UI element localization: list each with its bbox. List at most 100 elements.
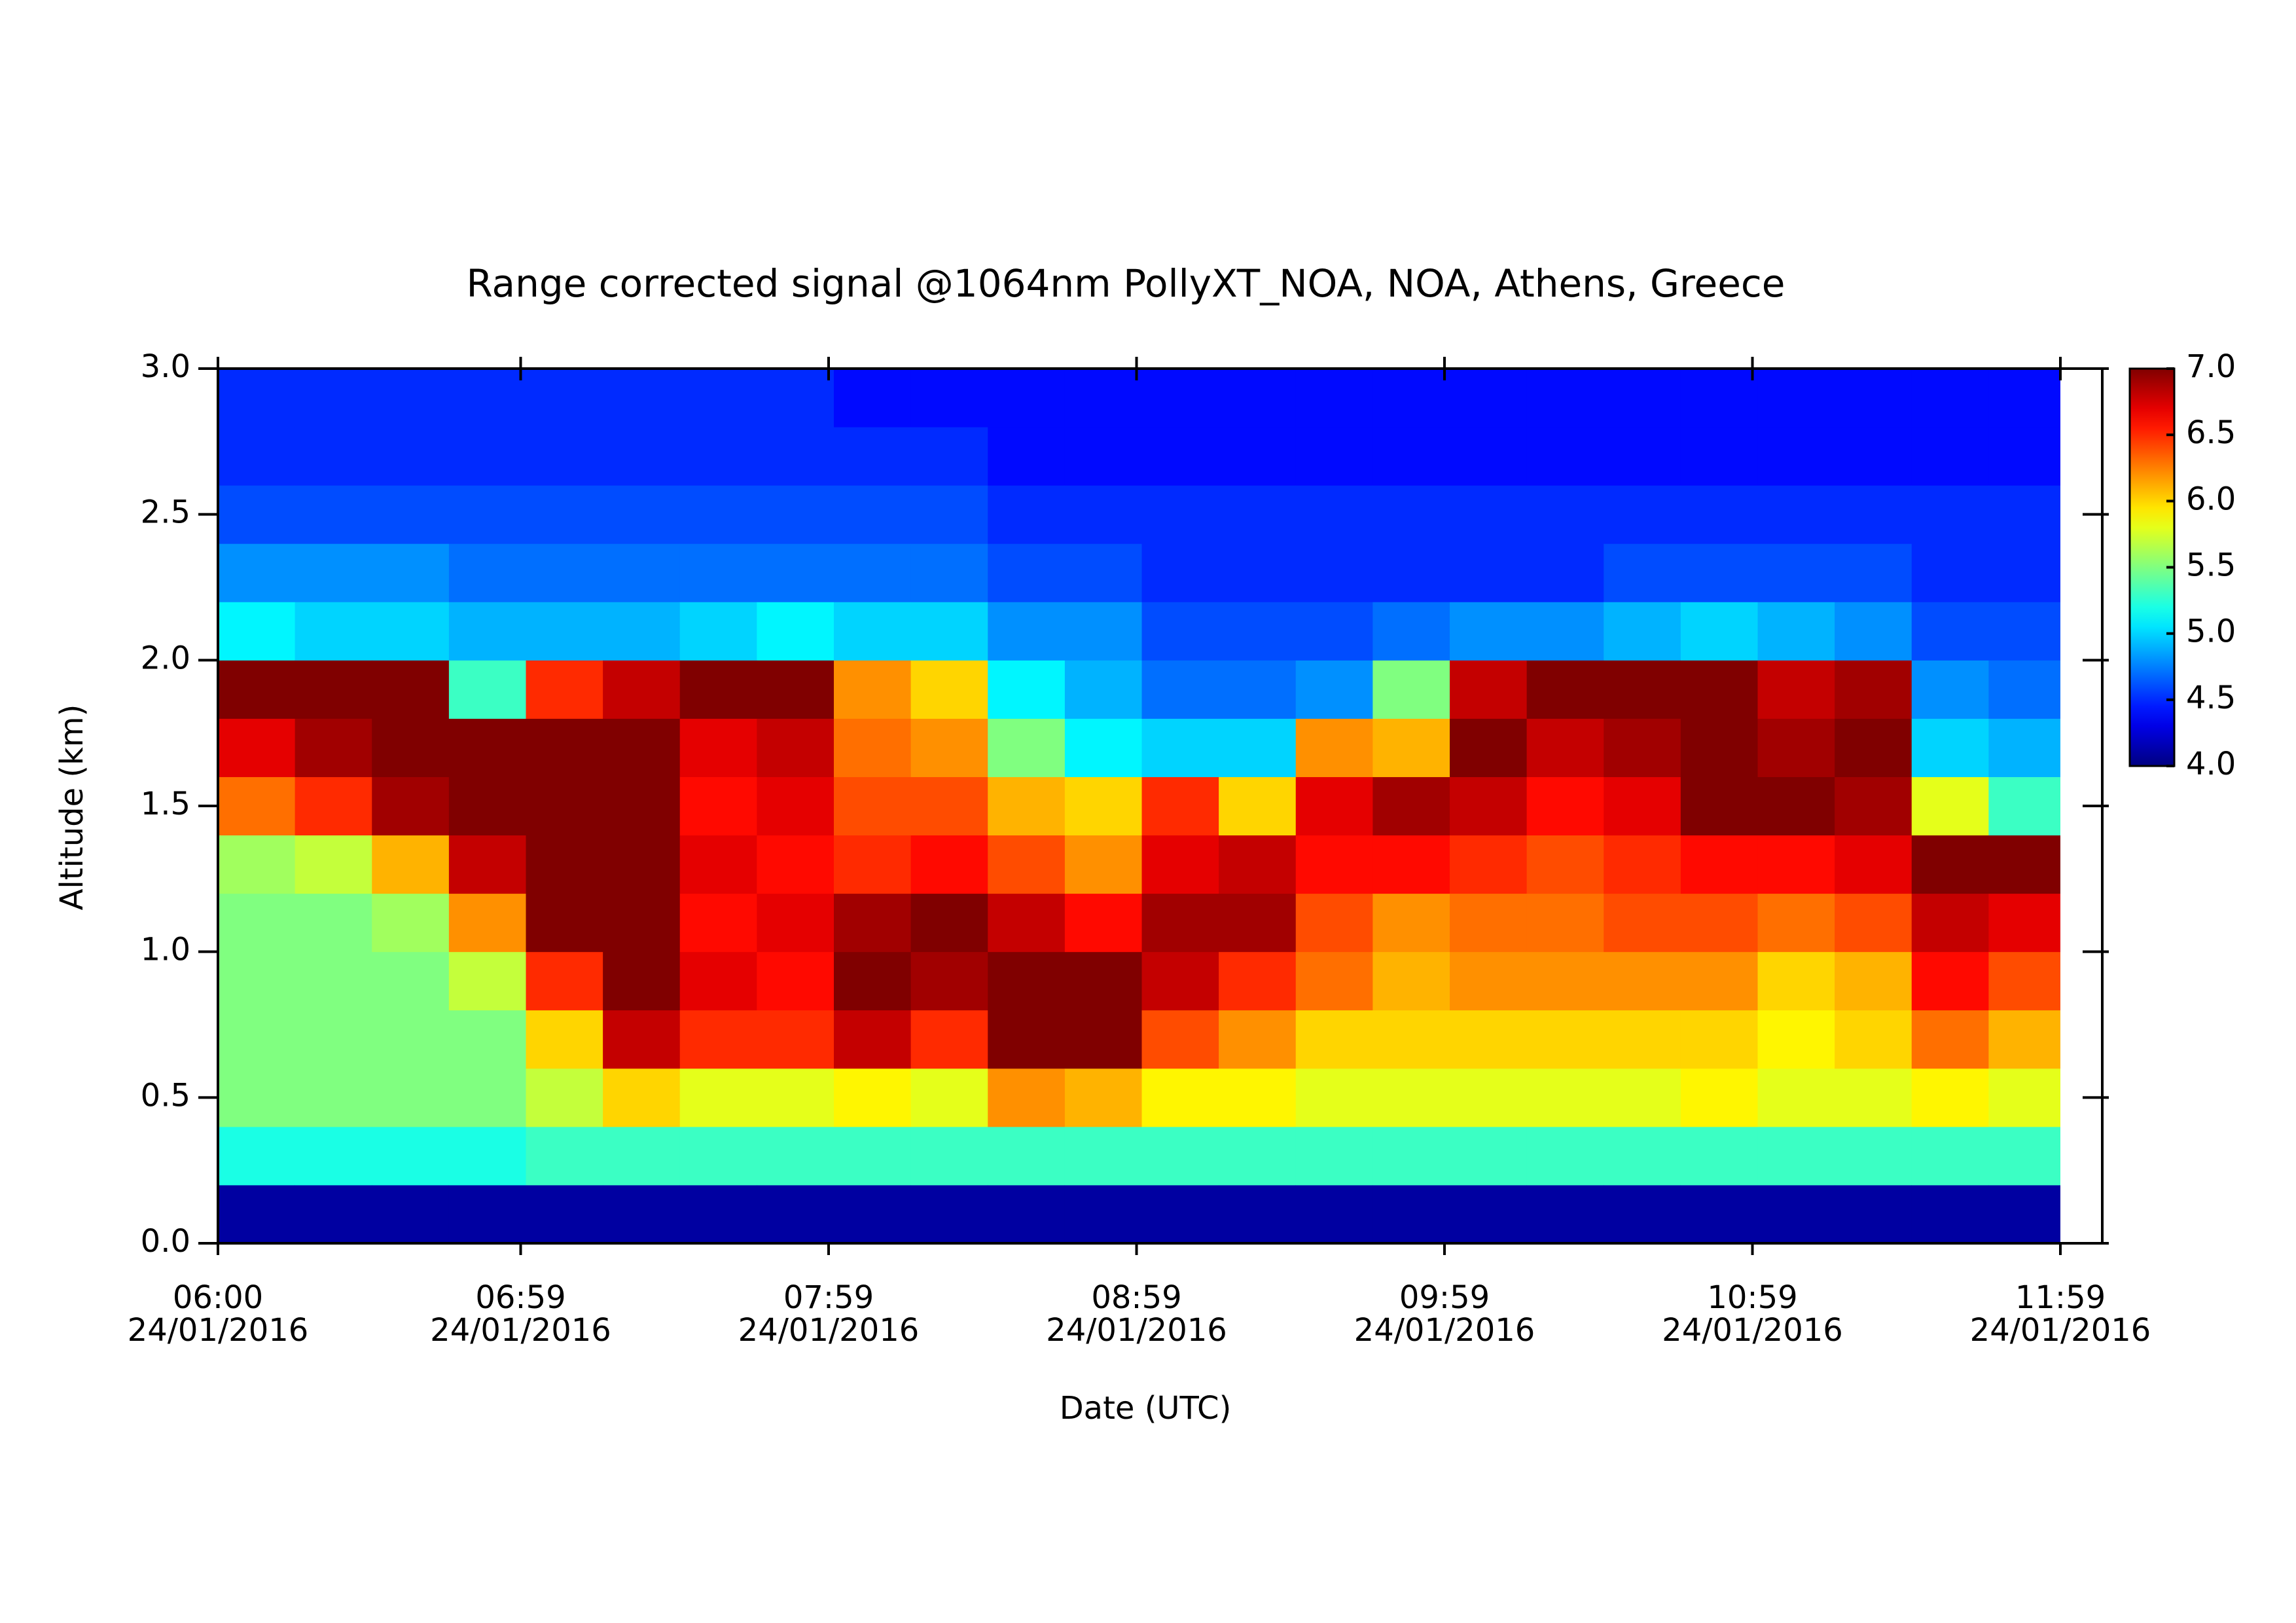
heatmap-cell xyxy=(988,951,1066,1011)
heatmap-cell xyxy=(988,776,1066,836)
heatmap-cell xyxy=(1219,602,1297,661)
heatmap-cell xyxy=(1295,543,1373,602)
x-tick-label: 07:59 xyxy=(783,1279,874,1316)
heatmap-cell xyxy=(1064,427,1142,486)
heatmap-cell xyxy=(1449,1010,1528,1069)
heatmap-cell xyxy=(218,602,296,661)
heatmap-cell xyxy=(1680,1184,1758,1243)
heatmap-cell xyxy=(603,835,681,894)
heatmap-cell xyxy=(833,835,912,894)
heatmap-cell xyxy=(603,369,681,428)
heatmap-cell xyxy=(1988,1126,2060,1186)
heatmap-cell xyxy=(1526,1126,1604,1186)
heatmap-cell xyxy=(833,602,912,661)
x-tick-date: 24/01/2016 xyxy=(1662,1312,1843,1349)
heatmap-cell xyxy=(1911,835,1989,894)
heatmap-cell xyxy=(1835,835,1912,894)
heatmap-cell xyxy=(1988,1184,2060,1243)
heatmap-cell xyxy=(218,718,296,777)
heatmap-cell xyxy=(603,660,681,719)
x-tick-date: 24/01/2016 xyxy=(1354,1312,1535,1349)
heatmap-cell xyxy=(1295,1068,1373,1127)
heatmap-cell xyxy=(1372,369,1450,428)
heatmap-cell xyxy=(1757,835,1835,894)
heatmap-cell xyxy=(603,602,681,661)
heatmap-cell xyxy=(910,951,988,1011)
heatmap-cell xyxy=(1372,776,1450,836)
y-tick-label: 0.5 xyxy=(141,1077,190,1114)
heatmap-cell xyxy=(1911,1126,1989,1186)
heatmap-cell xyxy=(988,1068,1066,1127)
heatmap-cell xyxy=(526,602,603,661)
heatmap-cell xyxy=(526,427,603,486)
heatmap-cell xyxy=(1295,369,1373,428)
heatmap-cell xyxy=(1988,602,2060,661)
heatmap-cell xyxy=(757,1010,834,1069)
heatmap-cell xyxy=(1757,660,1835,719)
heatmap-cell xyxy=(1141,835,1219,894)
y-tick-label: 1.5 xyxy=(141,786,190,822)
heatmap-cell xyxy=(1604,485,1681,544)
heatmap-cell xyxy=(1449,1184,1528,1243)
heatmap-cell xyxy=(679,660,757,719)
heatmap-cell xyxy=(1911,1010,1989,1069)
heatmap-cell xyxy=(1064,776,1142,836)
heatmap-cell xyxy=(1295,602,1373,661)
heatmap-cell xyxy=(833,485,912,544)
heatmap-cell xyxy=(1372,1184,1450,1243)
heatmap-cell xyxy=(372,427,450,486)
heatmap-cell xyxy=(1604,893,1681,953)
heatmap-cell xyxy=(910,543,988,602)
colorbar-tick-label: 7.0 xyxy=(2186,348,2236,385)
heatmap-cell xyxy=(1295,893,1373,953)
heatmap-cell xyxy=(218,543,296,602)
heatmap-cell xyxy=(526,1126,603,1186)
heatmap-cell xyxy=(679,427,757,486)
heatmap-cell xyxy=(833,893,912,953)
heatmap-cell xyxy=(1064,1010,1142,1069)
heatmap-cell xyxy=(1911,776,1989,836)
heatmap-cell xyxy=(988,1126,1066,1186)
heatmap-cell xyxy=(295,1068,372,1127)
heatmap-cell xyxy=(988,893,1066,953)
heatmap-cell xyxy=(218,1126,296,1186)
heatmap-cell xyxy=(1604,602,1681,661)
heatmap-cell xyxy=(1526,485,1604,544)
heatmap-cell xyxy=(1449,369,1528,428)
heatmap-cell xyxy=(1526,951,1604,1011)
heatmap-cell xyxy=(526,835,603,894)
heatmap-cell xyxy=(603,951,681,1011)
heatmap-cell xyxy=(1141,776,1219,836)
heatmap-cell xyxy=(833,951,912,1011)
heatmap-cell xyxy=(1449,427,1528,486)
heatmap-cell xyxy=(1064,660,1142,719)
heatmap-cell xyxy=(218,893,296,953)
heatmap-cell xyxy=(1680,427,1758,486)
heatmap-cell xyxy=(1604,369,1681,428)
heatmap-cell xyxy=(1295,776,1373,836)
heatmap-cell xyxy=(1680,776,1758,836)
heatmap-cell xyxy=(1988,835,2060,894)
heatmap-cell xyxy=(1835,951,1912,1011)
heatmap-cell xyxy=(1757,543,1835,602)
heatmap-cell xyxy=(1604,1010,1681,1069)
heatmap-cell xyxy=(372,1184,450,1243)
heatmap-cell xyxy=(372,1010,450,1069)
heatmap-cell xyxy=(757,893,834,953)
heatmap-cell xyxy=(910,1126,988,1186)
heatmap-cell xyxy=(1757,485,1835,544)
heatmap-cell xyxy=(679,369,757,428)
heatmap-cell xyxy=(1064,1184,1142,1243)
heatmap-cell xyxy=(1295,835,1373,894)
heatmap-cell xyxy=(526,951,603,1011)
heatmap-cell xyxy=(1604,427,1681,486)
heatmap-cell xyxy=(1911,369,1989,428)
heatmap-cell xyxy=(757,776,834,836)
heatmap-cell xyxy=(1526,893,1604,953)
heatmap-cell xyxy=(1988,660,2060,719)
heatmap-cell xyxy=(1295,660,1373,719)
heatmap-cell xyxy=(1604,1068,1681,1127)
heatmap-cell xyxy=(1141,718,1219,777)
heatmap-cell xyxy=(1757,427,1835,486)
heatmap-cell xyxy=(372,835,450,894)
